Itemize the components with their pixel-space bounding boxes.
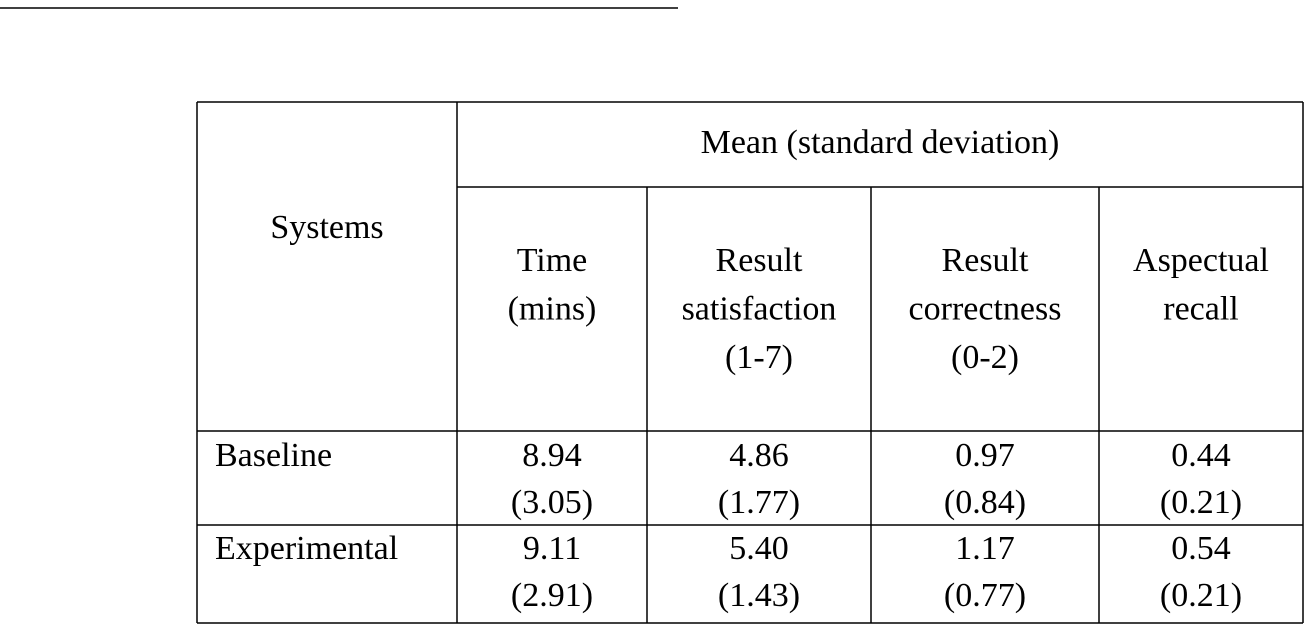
- table-cell: (0.21): [1160, 577, 1242, 614]
- table-cell: 5.40: [729, 530, 789, 567]
- table-cell: (1.43): [718, 577, 800, 614]
- table-cell: (1.77): [718, 484, 800, 521]
- table-cell: 0.44: [1171, 437, 1231, 474]
- column-header: Result: [942, 242, 1029, 279]
- column-header: Result: [716, 242, 803, 279]
- table-cell: 0.54: [1171, 530, 1231, 567]
- table-cell: (0.21): [1160, 484, 1242, 521]
- table-cell: (0.77): [944, 577, 1026, 614]
- column-header: correctness: [909, 290, 1062, 327]
- column-header: (0-2): [951, 339, 1019, 376]
- table-cell: 0.97: [955, 437, 1015, 474]
- column-header: Time: [517, 242, 588, 279]
- row-header: Baseline: [215, 437, 332, 474]
- column-header: satisfaction: [682, 290, 837, 327]
- table-cell: 1.17: [955, 530, 1015, 567]
- column-header: Aspectual: [1133, 242, 1269, 279]
- table-cell: (0.84): [944, 484, 1026, 521]
- table-cell: 8.94: [522, 437, 582, 474]
- row-header: Experimental: [215, 530, 398, 567]
- column-header: (1-7): [725, 339, 793, 376]
- table: Systems Mean (standard deviation) Time (m…: [196, 101, 1304, 624]
- column-header: (mins): [508, 290, 597, 327]
- table-cell: 9.11: [523, 530, 581, 567]
- table-cell: (2.91): [511, 577, 593, 614]
- group-header: Mean (standard deviation): [701, 124, 1060, 161]
- column-header: recall: [1163, 290, 1239, 327]
- table-cell: (3.05): [511, 484, 593, 521]
- table-cell: 4.86: [729, 437, 789, 474]
- corner-header: Systems: [270, 209, 383, 246]
